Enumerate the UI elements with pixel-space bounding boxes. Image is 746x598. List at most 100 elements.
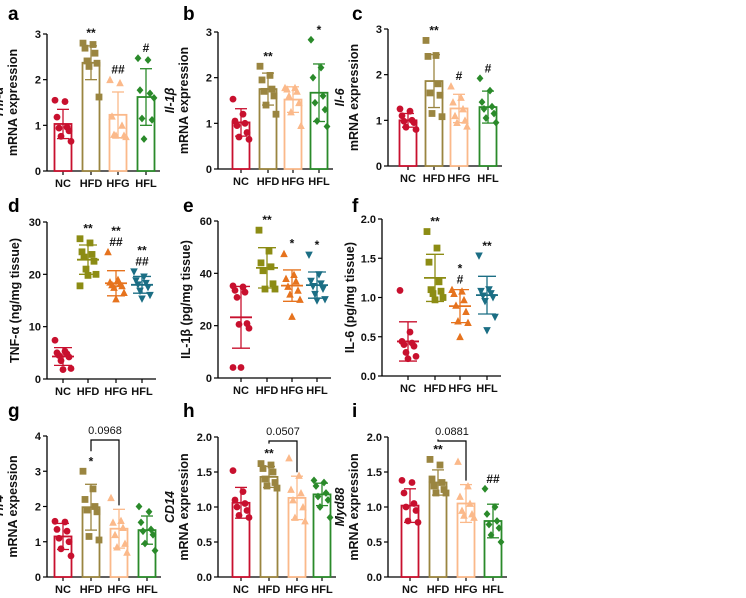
data-point: [134, 54, 142, 63]
data-point: [118, 121, 126, 129]
data-point: [402, 349, 410, 356]
group-hfl: HFL **: [475, 239, 499, 395]
x-tick-label: HFD: [258, 584, 281, 596]
data-point: [463, 122, 471, 130]
data-point: [288, 312, 296, 320]
data-point: [286, 290, 294, 298]
data-point: [412, 507, 420, 514]
x-tick-label: NC: [55, 386, 71, 398]
data-point: [398, 477, 406, 484]
data-point: [113, 543, 121, 551]
significance-mark: **: [482, 239, 492, 253]
data-point: [451, 111, 459, 120]
data-point: [95, 536, 103, 544]
x-tick-label: HFL: [482, 584, 504, 596]
data-point: [112, 131, 120, 139]
data-point: [314, 492, 322, 501]
y-axis-label: mRNA expession: [6, 455, 20, 557]
data-point: [310, 476, 318, 485]
significance-mark: **: [262, 213, 272, 227]
data-point: [243, 129, 251, 136]
data-point: [138, 295, 146, 303]
x-tick-label: NC: [55, 584, 71, 596]
panel-a: a Tnf-α mRNA expression 0 1 2 3 NC HFD ** HFG ## HFL…: [0, 4, 160, 190]
data-point: [320, 478, 328, 487]
data-point: [470, 513, 478, 521]
data-point: [410, 342, 418, 350]
data-point: [396, 287, 404, 294]
y-tick-label: 3: [35, 466, 41, 478]
data-point: [267, 461, 275, 469]
data-point: [83, 506, 91, 514]
data-point: [406, 107, 414, 115]
data-point: [400, 341, 408, 348]
panel-letter: i: [352, 401, 357, 422]
panel-letter: e: [183, 196, 194, 217]
data-point: [136, 86, 144, 95]
data-point: [295, 471, 303, 479]
data-point: [433, 244, 441, 252]
data-point: [466, 499, 474, 507]
x-tick-label: HFD: [77, 386, 100, 398]
data-point: [78, 248, 86, 256]
x-tick-label: HFG: [281, 176, 304, 188]
data-point: [53, 113, 61, 121]
data-point: [461, 116, 469, 124]
data-point: [322, 489, 330, 497]
data-point: [402, 123, 410, 131]
data-point: [283, 85, 291, 93]
data-point: [482, 114, 490, 122]
data-point: [307, 35, 315, 44]
bar: [259, 475, 279, 578]
x-tick-label: HFL: [477, 173, 499, 185]
y-axis-label: mRNA expression: [177, 453, 191, 560]
data-point: [110, 283, 118, 291]
data-point: [257, 460, 265, 467]
data-point: [53, 526, 61, 533]
x-tick-label: HFL: [306, 385, 328, 397]
y-tick-label: 2: [35, 75, 41, 87]
data-point: [88, 251, 96, 258]
data-point: [432, 489, 440, 497]
data-point: [434, 80, 442, 88]
data-point: [233, 122, 241, 130]
data-point: [245, 324, 253, 332]
significance-mark: **: [137, 244, 147, 258]
y-tick-label: 4: [35, 431, 42, 443]
group-hfd: HFD **: [257, 447, 281, 596]
data-point: [106, 75, 114, 84]
data-point: [137, 518, 145, 527]
data-point: [315, 271, 323, 279]
data-point: [309, 73, 317, 82]
data-point: [458, 287, 466, 295]
panel-letter: f: [352, 196, 359, 217]
data-point: [122, 132, 130, 141]
data-point: [241, 500, 249, 507]
y-tick-label: 1.5: [361, 253, 376, 265]
data-point: [91, 49, 99, 57]
group-hfg: HFG #: [447, 69, 471, 185]
data-point: [422, 37, 430, 44]
y-tick-label: 20: [29, 269, 41, 281]
data-point: [477, 287, 485, 296]
data-point: [311, 98, 319, 107]
data-point: [51, 96, 59, 104]
panel-g: g Tlr4 mRNA expession 0 1 2 3 4 NC HFD * HFG HFL 0.09…: [0, 401, 161, 596]
y-axis-gene-label: Il-6: [333, 87, 347, 106]
data-point: [487, 290, 495, 298]
panel-letter: h: [183, 401, 195, 422]
data-point: [255, 226, 263, 234]
data-point: [67, 137, 75, 145]
x-tick-label: HFD: [423, 173, 446, 185]
y-tick-label: 1: [35, 120, 41, 132]
significance-mark: *: [317, 23, 322, 37]
data-point: [57, 357, 65, 365]
y-axis-label: IL-1β (pg/mg tissue): [179, 240, 193, 359]
data-point: [285, 454, 293, 462]
y-tick-label: 60: [200, 216, 212, 228]
y-axis-gene-label: Myd88: [333, 488, 347, 527]
data-point: [81, 496, 89, 503]
group-hfl: HFL: [135, 502, 159, 596]
y-tick-label: 0.5: [361, 332, 376, 344]
x-tick-label: NC: [55, 178, 71, 190]
